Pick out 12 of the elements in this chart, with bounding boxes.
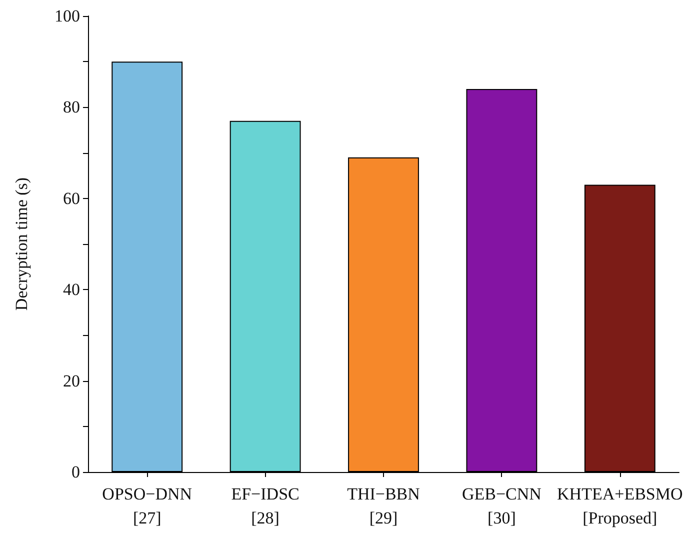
y-tick-label: 100: [54, 6, 80, 26]
x-tick-label: EF−IDSC [28]: [231, 484, 300, 528]
x-tick-label: OPSO−DNN [27]: [102, 484, 192, 528]
y-tick-label: 60: [63, 188, 80, 208]
x-tick-label: THI−BBN [29]: [347, 484, 420, 528]
y-tick-label: 0: [72, 462, 80, 482]
y-tick-label: 40: [63, 280, 80, 300]
y-axis-title: Decryption time (s): [12, 177, 31, 311]
y-tick-label: 80: [63, 98, 80, 117]
x-tick-label: KHTEA+EBSMO [Proposed]: [557, 484, 683, 528]
x-tick-label: GEB−CNN [30]: [462, 484, 542, 528]
y-tick-label: 20: [63, 371, 80, 390]
